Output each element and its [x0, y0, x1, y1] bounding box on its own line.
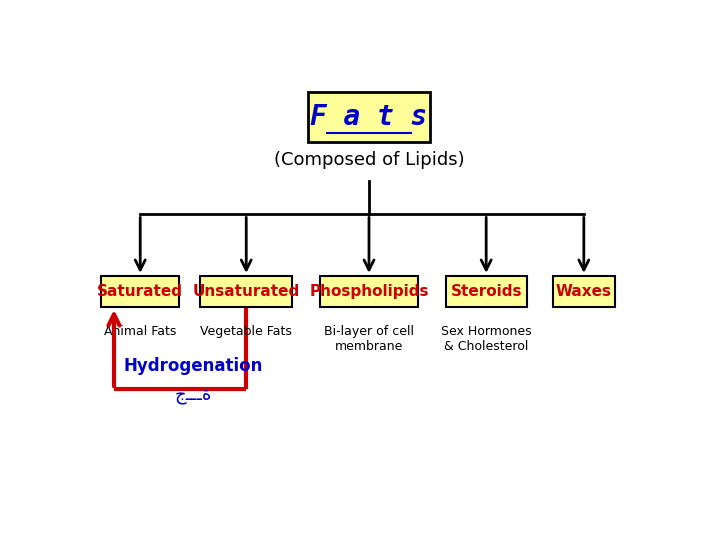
Text: Bi-layer of cell
membrane: Bi-layer of cell membrane [324, 325, 414, 353]
Text: Sex Hormones
& Cholesterol: Sex Hormones & Cholesterol [441, 325, 531, 353]
Text: Vegetable Fats: Vegetable Fats [200, 325, 292, 338]
FancyBboxPatch shape [101, 276, 179, 307]
FancyBboxPatch shape [320, 276, 418, 307]
Text: Animal Fats: Animal Fats [104, 325, 176, 338]
Text: Steroids: Steroids [451, 284, 522, 299]
Text: (Composed of Lipids): (Composed of Lipids) [274, 151, 464, 170]
FancyBboxPatch shape [553, 276, 615, 307]
FancyBboxPatch shape [446, 276, 526, 307]
Text: Saturated: Saturated [97, 284, 183, 299]
Text: F a t s: F a t s [310, 103, 428, 131]
Text: جـــة: جـــة [174, 386, 212, 404]
Text: Phospholipids: Phospholipids [310, 284, 428, 299]
Text: Waxes: Waxes [556, 284, 612, 299]
FancyBboxPatch shape [307, 92, 431, 141]
Text: Hydrogenation: Hydrogenation [124, 357, 263, 375]
Text: Unsaturated: Unsaturated [193, 284, 300, 299]
FancyBboxPatch shape [200, 276, 292, 307]
